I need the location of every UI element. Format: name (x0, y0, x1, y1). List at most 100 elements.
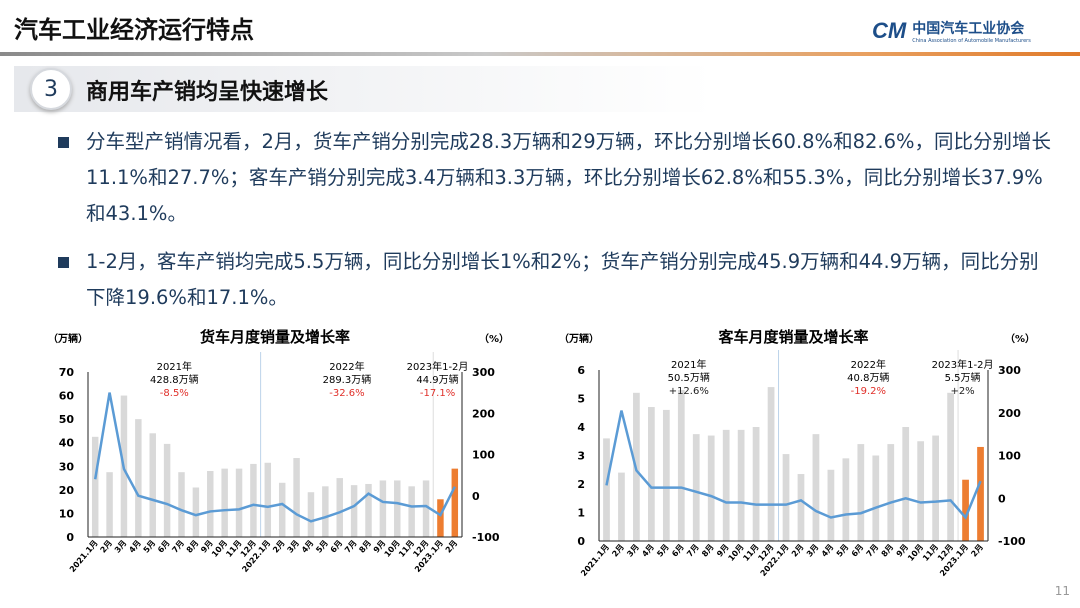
x-tick-label: 2月 (271, 539, 287, 555)
annotation-year: 2023年1-2月 (407, 360, 469, 373)
annotation-year: 2021年 (671, 358, 706, 371)
sales-bar (437, 499, 444, 537)
annotation-total: 40.8万辆 (847, 371, 889, 384)
x-tick-label: 4月 (820, 543, 836, 559)
growth-rate-line (605, 410, 982, 520)
x-tick-label: 7月 (170, 539, 186, 555)
caam-logo-mark: CM (872, 18, 907, 43)
x-tick-label: 6月 (670, 543, 686, 559)
logo-cn: 中国汽车工业协会 (912, 21, 1025, 37)
x-tick-label: 2月 (969, 543, 985, 559)
x-tick-label: 3月 (805, 543, 821, 559)
y2-axis-label: （%） (479, 332, 509, 345)
sales-bar (647, 407, 655, 541)
sales-bar (135, 419, 142, 537)
sales-bar (178, 472, 185, 537)
y2-tick-label: 200 (472, 407, 495, 420)
annotation-year: 2023年1-2月 (932, 358, 994, 371)
chart-title: 货车月度销量及增长率 (200, 328, 350, 346)
section-number: 3 (30, 68, 72, 110)
y-tick-label: 4 (577, 421, 585, 434)
sales-bar (336, 478, 343, 537)
y2-axis-label: （%） (1005, 332, 1035, 345)
y2-tick-label: 100 (472, 449, 495, 462)
y-tick-label: 0 (577, 535, 585, 548)
x-tick-label: 2月 (444, 539, 460, 555)
annotation-growth: -32.6% (329, 388, 364, 399)
x-tick-label: 2月 (790, 543, 806, 559)
sales-bar (618, 472, 625, 541)
sales-bar (722, 429, 730, 541)
header-divider (0, 52, 1080, 56)
sales-bar (872, 455, 880, 541)
x-tick-label: 11月 (741, 543, 760, 563)
y2-tick-label: 300 (998, 364, 1021, 377)
y-axis-label: （万辆） (48, 332, 88, 345)
annotation-year: 2022年 (329, 360, 364, 373)
sales-bar (962, 479, 969, 541)
sales-bar (812, 434, 820, 541)
y-tick-label: 5 (577, 393, 585, 406)
x-tick-label: 4月 (640, 543, 656, 559)
x-tick-label: 11月 (921, 543, 940, 563)
y-tick-label: 10 (59, 507, 75, 520)
sales-bar (782, 454, 790, 541)
annotation-year: 2022年 (851, 358, 886, 371)
y-tick-label: 50 (59, 413, 75, 426)
sales-bar (827, 469, 835, 541)
sales-bar (264, 462, 272, 537)
sales-bar (422, 480, 430, 537)
logo-en: China Association of Automobile Manufact… (912, 38, 1031, 44)
growth-rate-line (93, 392, 456, 523)
sales-bar (394, 480, 401, 537)
x-tick-label: 3月 (625, 543, 641, 559)
x-tick-label: 5月 (142, 539, 158, 555)
y2-tick-label: 0 (998, 492, 1006, 505)
sales-bar (737, 429, 745, 541)
sales-bar (91, 436, 99, 537)
sales-bar (322, 486, 329, 537)
caam-logo: CM 中国汽车工业协会 China Association of Automob… (872, 18, 1031, 44)
sales-bar (350, 485, 358, 537)
bullet-2: 1-2月，客车产销均完成5.5万辆，同比分别增长1%和2%；货车产销分别完成45… (58, 244, 1058, 316)
annotation-growth: +12.6% (669, 386, 709, 397)
x-tick-label: 7月 (865, 543, 881, 559)
x-tick-label: 5月 (835, 543, 851, 559)
sales-bar (767, 387, 775, 541)
x-tick-label: 6月 (329, 539, 345, 555)
bullet-1: 分车型产销情况看，2月，货车产销分别完成28.3万辆和29万辆，环比分别增长60… (58, 124, 1058, 232)
sales-bar (842, 458, 850, 541)
sales-bar (797, 474, 805, 541)
sales-bar (451, 468, 459, 537)
chart-title: 客车月度销量及增长率 (717, 328, 868, 346)
y-tick-label: 1 (577, 507, 585, 520)
annotation-year: 2021年 (157, 360, 192, 373)
sales-bar (662, 409, 670, 541)
bus-chart: 客车月度销量及增长率 （万辆） （%） 0 1 2 3 4 5 6 -100 0 100 200 300 20… (545, 322, 1075, 604)
sales-bar (293, 458, 300, 537)
x-tick-label: 8月 (185, 539, 201, 555)
x-tick-label: 2月 (98, 539, 114, 555)
sales-bar (902, 427, 910, 541)
sales-bar (707, 435, 715, 541)
x-tick-label: 8月 (357, 539, 373, 555)
sales-bar (365, 483, 372, 537)
sales-bar (752, 427, 760, 541)
y-tick-label: 60 (59, 390, 75, 403)
x-tick-label: 8月 (700, 543, 716, 559)
sales-bar (932, 435, 940, 541)
y2-tick-label: 300 (472, 366, 495, 379)
x-tick-label: 7月 (685, 543, 701, 559)
truck-chart: 货车月度销量及增长率 （万辆） （%） 0 10 20 30 40 50 60 70 -100 0 100… (10, 322, 540, 604)
sales-bar (163, 443, 171, 537)
x-tick-label: 4月 (127, 539, 143, 555)
y-tick-label: 0 (66, 531, 74, 544)
annotation-growth: +2% (950, 386, 974, 397)
sales-bar (603, 438, 610, 541)
sales-bar (917, 441, 925, 541)
x-tick-label: 7月 (343, 539, 359, 555)
sales-bar (207, 471, 214, 537)
y2-tick-label: 0 (472, 490, 480, 503)
page-number: 11 (1054, 584, 1070, 598)
sales-bar (857, 444, 865, 541)
